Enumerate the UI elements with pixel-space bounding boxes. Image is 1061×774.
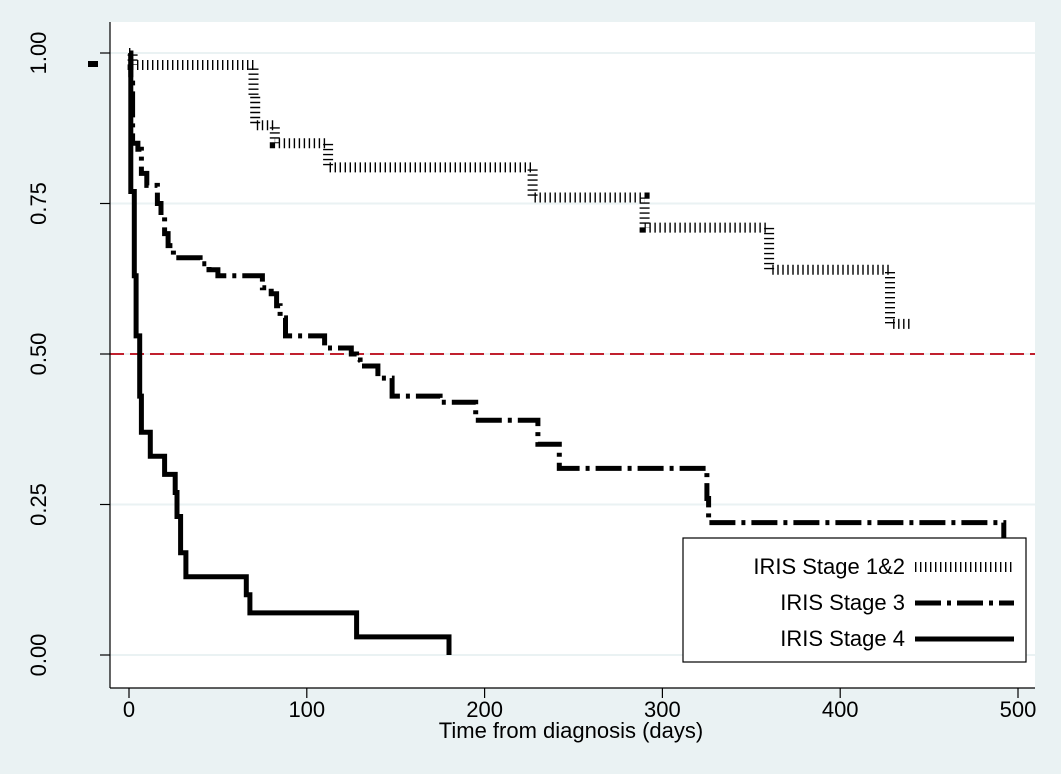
- axes: [109, 22, 1035, 689]
- series-layer: [127, 48, 1007, 655]
- stray-mark: [88, 61, 98, 67]
- y-tick-label: 0.50: [26, 333, 51, 376]
- x-tick-label: 0: [123, 697, 135, 722]
- legend: IRIS Stage 1&2 IRIS Stage 3 IRIS Stage 4: [682, 537, 1027, 663]
- y-tick-label: 1.00: [26, 32, 51, 75]
- legend-label-stage-4: IRIS Stage 4: [780, 626, 905, 651]
- y-tick-label: 0.75: [26, 182, 51, 225]
- y-ticks: 0.00 0.25 0.50 0.75 1.00: [26, 32, 110, 677]
- y-tick-label: 0.00: [26, 634, 51, 677]
- x-tick-label: 400: [822, 697, 859, 722]
- legend-label-stage-1-2: IRIS Stage 1&2: [753, 554, 905, 579]
- x-ticks: 0 100 200 300 400 500: [123, 688, 1036, 722]
- x-tick-label: 500: [1000, 697, 1037, 722]
- y-tick-label: 0.25: [26, 483, 51, 526]
- x-tick-label: 300: [644, 697, 681, 722]
- x-axis-title: Time from diagnosis (days): [439, 718, 703, 743]
- x-tick-label: 200: [466, 697, 503, 722]
- legend-label-stage-3: IRIS Stage 3: [780, 590, 905, 615]
- x-tick-label: 100: [288, 697, 325, 722]
- series-line: [128, 50, 1007, 541]
- series-line: [128, 50, 452, 655]
